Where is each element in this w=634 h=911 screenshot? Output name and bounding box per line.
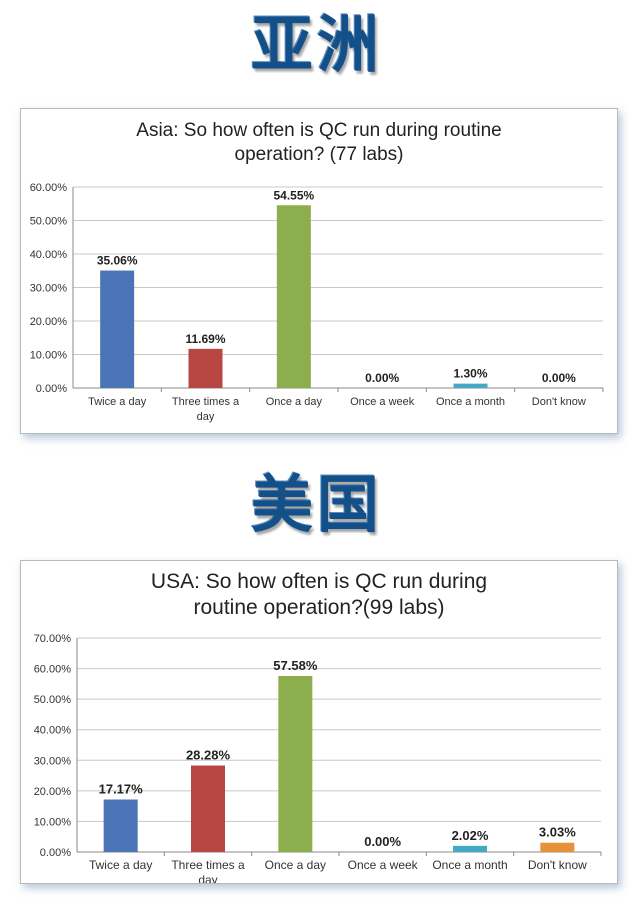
asia-data-label: 35.06% xyxy=(97,254,138,268)
usa-bar xyxy=(103,799,138,852)
asia-y-tick-label: 0.00% xyxy=(36,383,67,395)
asia-category-label: Don't know xyxy=(532,396,586,408)
usa-category-label: Once a day xyxy=(265,858,326,872)
asia-heading: 亚洲 xyxy=(250,8,383,81)
usa-bar xyxy=(453,845,487,852)
asia-data-label: 0.00% xyxy=(542,371,576,385)
asia-y-tick-label: 40.00% xyxy=(30,249,68,261)
asia-bar xyxy=(453,383,488,388)
asia-data-label: 11.69% xyxy=(185,332,225,346)
asia-data-label: 54.55% xyxy=(273,188,314,202)
usa-category-label: Once a month xyxy=(432,858,507,872)
asia-category-label: Once a month xyxy=(436,396,505,408)
asia-category-label: day xyxy=(197,411,215,423)
asia-y-tick-label: 30.00% xyxy=(30,283,68,295)
usa-bar xyxy=(191,765,225,852)
asia-bar xyxy=(100,270,135,388)
usa-heading: 美国 xyxy=(250,468,383,541)
asia-y-tick-label: 10.00% xyxy=(30,350,68,362)
usa-bar xyxy=(540,842,575,852)
usa-category-label: Three times a xyxy=(171,858,245,872)
usa-y-tick-label: 70.00% xyxy=(34,633,72,645)
asia-bar xyxy=(188,348,223,388)
usa-data-label: 0.00% xyxy=(364,834,401,849)
asia-data-label: 0.00% xyxy=(365,371,399,385)
usa-chart-title-line-2: routine operation?(99 labs) xyxy=(193,596,445,619)
usa-y-tick-label: 10.00% xyxy=(34,816,72,828)
asia-category-label: Once a day xyxy=(266,396,323,408)
usa-y-tick-label: 30.00% xyxy=(34,755,72,767)
asia-data-label: 1.30% xyxy=(453,367,487,381)
usa-y-tick-label: 0.00% xyxy=(40,847,71,859)
usa-data-label: 28.28% xyxy=(186,748,231,763)
asia-category-label: Twice a day xyxy=(88,396,147,408)
usa-bar-chart: 0.00% 10.00% 20.00% 30.00% 40.00% 50.00% 60.00… xyxy=(34,633,602,883)
usa-chart-title: USA: So how often is QC run during routi… xyxy=(21,569,617,621)
usa-y-tick-label: 20.00% xyxy=(34,786,72,798)
asia-chart-title-line-1: Asia: So how often is QC run during rout… xyxy=(136,120,502,141)
asia-chart-title: Asia: So how often is QC run during rout… xyxy=(21,119,617,167)
asia-chart-title-line-2: operation? (77 labs) xyxy=(234,144,404,165)
asia-y-tick-label: 20.00% xyxy=(30,316,68,328)
usa-data-label: 17.17% xyxy=(99,782,144,797)
asia-bar xyxy=(276,205,311,388)
usa-data-label: 2.02% xyxy=(452,828,489,843)
usa-y-tick-label: 60.00% xyxy=(34,664,72,676)
usa-data-label: 57.58% xyxy=(273,658,318,673)
usa-category-label: Once a week xyxy=(348,858,419,872)
usa-category-label: day xyxy=(198,873,217,883)
usa-category-label: Don't know xyxy=(528,858,587,872)
asia-y-tick-label: 50.00% xyxy=(30,216,68,228)
asia-category-label: Three times a xyxy=(172,396,240,408)
usa-bar xyxy=(278,675,313,852)
usa-chart-frame: USA: So how often is QC run during routi… xyxy=(20,560,618,884)
usa-category-label: Twice a day xyxy=(89,858,152,872)
asia-bar-chart: 0.00% 10.00% 20.00% 30.00% 40.00% 50.00% 60.00… xyxy=(30,182,604,423)
asia-category-label: Once a week xyxy=(350,396,415,408)
usa-y-tick-label: 40.00% xyxy=(34,725,72,737)
usa-data-label: 3.03% xyxy=(539,825,576,840)
asia-chart-frame: Asia: So how often is QC run during rout… xyxy=(20,108,618,434)
usa-y-tick-label: 50.00% xyxy=(34,694,72,706)
usa-chart-title-line-1: USA: So how often is QC run during xyxy=(150,570,488,593)
asia-y-tick-label: 60.00% xyxy=(30,182,68,194)
